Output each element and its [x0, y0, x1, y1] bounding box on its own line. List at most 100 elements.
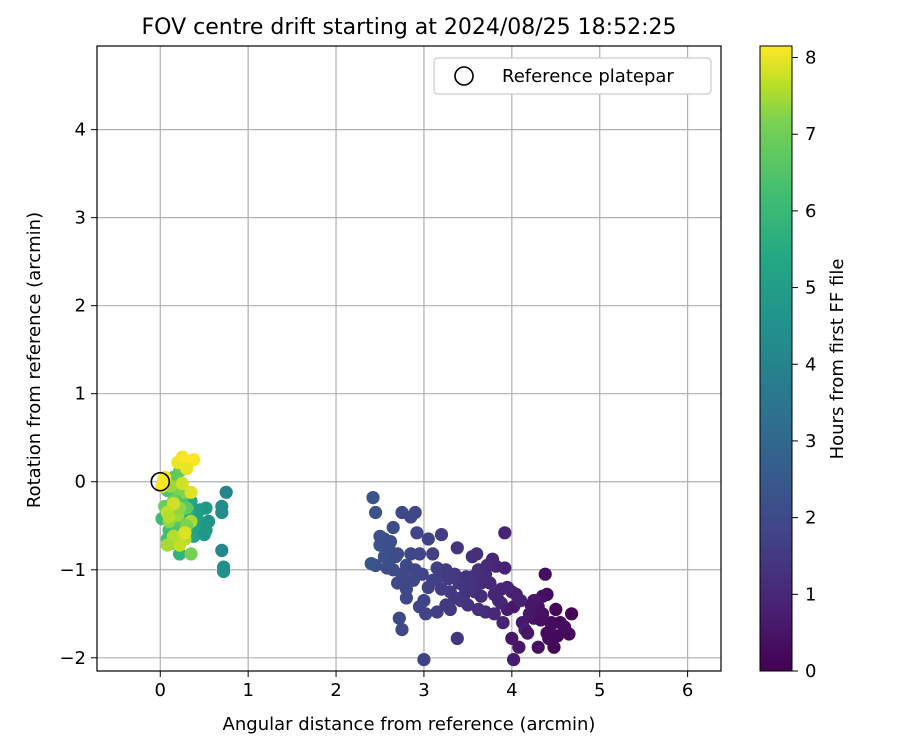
- data-point: [492, 594, 506, 608]
- colorbar-tick-label: 5: [805, 278, 816, 299]
- data-point: [450, 631, 464, 646]
- data-point: [540, 626, 554, 640]
- data-point: [187, 453, 201, 467]
- data-point: [506, 653, 521, 667]
- data-point: [434, 528, 449, 542]
- colorbar-label: Hours from first FF file: [827, 259, 848, 460]
- chart-title: FOV centre drift starting at 2024/08/25 …: [142, 15, 677, 40]
- x-tick-label: 6: [682, 680, 693, 701]
- x-axis-label: Angular distance from reference (arcmin): [223, 714, 596, 735]
- data-point: [417, 653, 431, 667]
- data-point: [536, 607, 550, 621]
- data-point: [480, 558, 494, 573]
- colorbar-tick-label: 2: [805, 508, 816, 529]
- data-point: [549, 602, 563, 617]
- data-point: [474, 589, 488, 603]
- data-point: [421, 532, 435, 546]
- data-point: [412, 547, 427, 561]
- data-point: [565, 607, 579, 621]
- data-point: [219, 485, 233, 499]
- legend-reference-marker: [454, 66, 474, 86]
- colorbar-tick-label: 4: [805, 354, 816, 375]
- data-point: [410, 526, 424, 540]
- colorbar-tick-label: 8: [805, 48, 816, 69]
- y-axis-label: Rotation from reference (arcmin): [24, 212, 45, 508]
- data-point: [389, 550, 403, 564]
- reference-platepar-marker: [150, 471, 171, 492]
- colorbar-scale: [759, 45, 793, 672]
- data-point: [514, 594, 528, 608]
- data-point: [434, 582, 449, 596]
- x-tick-label: 5: [594, 680, 605, 701]
- data-point: [538, 567, 552, 581]
- data-point: [430, 561, 444, 575]
- data-point: [512, 640, 526, 654]
- data-point: [197, 528, 211, 542]
- colorbar-tick-label: 0: [805, 661, 816, 682]
- data-point: [430, 605, 444, 619]
- data-point: [395, 623, 409, 637]
- data-point: [184, 547, 198, 561]
- data-point: [522, 607, 537, 621]
- data-point: [366, 491, 380, 505]
- data-point: [215, 543, 229, 558]
- x-tick-label: 1: [242, 680, 253, 701]
- y-tick-label: −2: [59, 648, 86, 669]
- data-point: [426, 547, 440, 561]
- data-point: [448, 591, 462, 605]
- x-tick-label: 2: [330, 680, 341, 701]
- data-point: [392, 611, 406, 625]
- colorbar-tick-label: 3: [805, 431, 816, 452]
- data-point: [471, 602, 485, 617]
- x-tick-label: 3: [418, 680, 429, 701]
- data-point: [369, 505, 383, 520]
- data-point: [162, 510, 176, 524]
- x-tick-label: 4: [506, 680, 517, 701]
- data-point: [494, 582, 508, 596]
- data-point: [383, 535, 398, 549]
- colorbar-tick-label: 1: [805, 584, 816, 605]
- data-point: [419, 607, 433, 621]
- data-point: [421, 580, 435, 595]
- data-point: [465, 550, 479, 564]
- data-point: [456, 579, 471, 593]
- data-point: [380, 561, 394, 575]
- data-point: [439, 598, 453, 612]
- data-point: [160, 538, 174, 552]
- data-point: [399, 591, 413, 605]
- data-point: [450, 541, 464, 555]
- y-tick-label: 2: [75, 296, 86, 317]
- data-point: [527, 594, 541, 608]
- data-point: [395, 505, 409, 520]
- data-point: [531, 640, 545, 654]
- legend: Reference platepar: [433, 57, 712, 95]
- y-tick-label: 0: [75, 472, 86, 493]
- y-tick-label: 3: [75, 208, 86, 229]
- data-point: [369, 558, 383, 573]
- data-point: [184, 485, 198, 499]
- colorbar: Hours from first FF file 0 1 2 3 4 5 6 7 8: [759, 45, 848, 682]
- data-point: [461, 598, 475, 612]
- plot-frame: [96, 45, 722, 672]
- data-point: [498, 526, 512, 540]
- data-point: [496, 616, 510, 630]
- y-tick-label: 1: [75, 384, 86, 405]
- legend-label: Reference platepar: [502, 66, 674, 87]
- data-point: [550, 629, 565, 643]
- y-tick-label: −1: [59, 560, 86, 581]
- data-point: [558, 620, 572, 634]
- data-point: [401, 561, 415, 575]
- data-point: [386, 520, 400, 535]
- x-tick-label: 0: [155, 680, 166, 701]
- data-point: [217, 564, 231, 579]
- data-point: [178, 526, 192, 540]
- plot-area: 0 1 2 3 4 5 6 −2 −1 0 1 2 3 4: [59, 45, 722, 701]
- colorbar-tick-label: 7: [805, 124, 816, 145]
- data-point: [398, 572, 412, 586]
- legend-frame: [433, 57, 712, 95]
- data-point: [175, 450, 189, 464]
- y-tick-label: 4: [75, 120, 86, 141]
- data-point: [521, 626, 535, 640]
- data-point: [180, 461, 194, 476]
